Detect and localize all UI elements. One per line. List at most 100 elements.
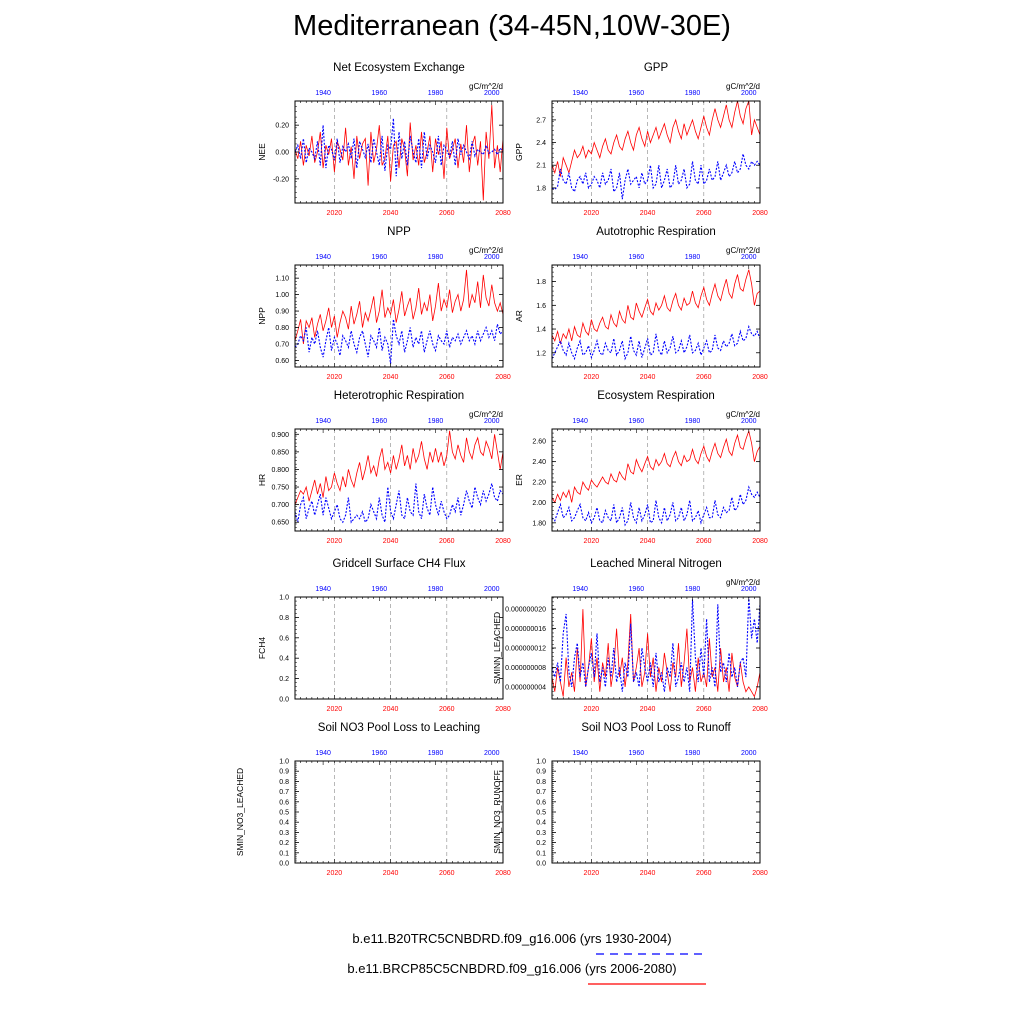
x-top-tick-label: 1980 (685, 254, 701, 261)
x-top-tick-label: 2000 (484, 750, 500, 757)
plot-frame (294, 760, 504, 864)
y-tick-label: 2.7 (536, 117, 546, 124)
panel-title: NPP (387, 226, 411, 238)
y-tick-label: 2.20 (532, 480, 546, 487)
x-bottom-tick-label: 2080 (752, 374, 768, 381)
y-tick-label: 0.1 (536, 850, 546, 857)
panel-title: Ecosystem Respiration (597, 390, 715, 402)
x-top-tick-label: 2000 (741, 418, 757, 425)
y-tick-label: 0.8 (279, 615, 289, 622)
x-top-tick-label: 1940 (315, 254, 331, 261)
x-bottom-tick-label: 2040 (640, 374, 656, 381)
series-line-2006-2080 (294, 430, 504, 505)
x-bottom-tick-label: 2040 (640, 870, 656, 877)
y-tick-label: 1.0 (279, 759, 289, 766)
y-tick-label: 0.8 (536, 779, 546, 786)
x-bottom-tick-label: 2080 (752, 210, 768, 217)
series-line-1930-2004 (294, 118, 504, 177)
x-bottom-tick-label: 2020 (327, 210, 343, 217)
panel-units: gC/m^2/d (726, 410, 760, 419)
x-top-tick-label: 1940 (315, 90, 331, 97)
panel-units: gC/m^2/d (726, 246, 760, 255)
plot-frame (551, 428, 761, 532)
figure-title: Mediterranean (34-45N,10W-30E) (293, 10, 731, 42)
y-tick-label: 0.800 (271, 467, 289, 474)
x-top-tick-label: 1980 (428, 586, 444, 593)
x-bottom-tick-label: 2020 (584, 538, 600, 545)
panel-title: Soil NO3 Pool Loss to Leaching (318, 722, 480, 734)
panel-title: GPP (644, 62, 669, 74)
y-tick-label: 0.900 (271, 432, 289, 439)
panel-units: gC/m^2/d (726, 82, 760, 91)
x-top-tick-label: 1940 (572, 418, 588, 425)
panel-9: Soil NO3 Pool Loss to Leaching 0.0 0.1 0.2 0… (235, 722, 511, 877)
y-tick-label: 1.8 (536, 279, 546, 286)
y-tick-label: 0.000000004 (505, 684, 546, 691)
y-tick-label: 0.3 (279, 830, 289, 837)
y-tick-label: 0.0 (279, 861, 289, 868)
x-top-tick-label: 1980 (428, 418, 444, 425)
plot-frame (294, 428, 504, 532)
x-top-tick-label: 1960 (629, 254, 645, 261)
y-tick-label: 0.5 (536, 810, 546, 817)
y-tick-label: 2.1 (536, 163, 546, 170)
y-tick-label: 2.40 (532, 459, 546, 466)
series-line-1930-2004 (551, 596, 761, 692)
x-bottom-tick-label: 2060 (439, 870, 455, 877)
panel-title: Autotrophic Respiration (596, 226, 716, 238)
panel-units: gC/m^2/d (469, 246, 503, 255)
x-top-tick-label: 1980 (685, 586, 701, 593)
y-axis-label: GPP (514, 143, 524, 161)
plot-frame (551, 760, 761, 864)
panel-title: Soil NO3 Pool Loss to Runoff (581, 722, 731, 734)
y-tick-label: 0.6 (279, 635, 289, 642)
x-bottom-tick-label: 2040 (640, 706, 656, 713)
panel-5: Heterotrophic Respiration gC/m^2/d 0.650 0.… (257, 390, 511, 545)
y-tick-label: 0.000000020 (505, 607, 546, 614)
x-top-tick-label: 1960 (372, 586, 388, 593)
x-bottom-tick-label: 2080 (752, 870, 768, 877)
x-top-tick-label: 1940 (572, 254, 588, 261)
y-tick-label: 0.6 (279, 799, 289, 806)
x-bottom-tick-label: 2060 (696, 210, 712, 217)
y-tick-label: 1.0 (279, 595, 289, 602)
x-top-tick-label: 2000 (741, 750, 757, 757)
panel-title: Net Ecosystem Exchange (333, 62, 465, 74)
x-bottom-tick-label: 2020 (327, 374, 343, 381)
y-axis-label: ER (514, 474, 524, 486)
x-top-tick-label: 1980 (685, 90, 701, 97)
x-bottom-tick-label: 2080 (752, 538, 768, 545)
x-top-tick-label: 1940 (315, 418, 331, 425)
y-tick-label: 0.80 (275, 325, 289, 332)
x-top-tick-label: 2000 (741, 586, 757, 593)
x-bottom-tick-label: 2040 (640, 538, 656, 545)
y-axis-label: SMINN_LEACHED (492, 612, 502, 684)
x-bottom-tick-label: 2020 (584, 706, 600, 713)
y-tick-label: 0.70 (275, 341, 289, 348)
y-tick-label: 0.000000012 (505, 646, 546, 653)
y-tick-label: 0.4 (279, 656, 289, 663)
panel-1: Net Ecosystem Exchange gC/m^2/d -0.20 0.00 0… (257, 62, 511, 217)
x-bottom-tick-label: 2040 (383, 538, 399, 545)
x-bottom-tick-label: 2060 (696, 374, 712, 381)
x-bottom-tick-label: 2060 (439, 538, 455, 545)
panel-title: Leached Mineral Nitrogen (590, 558, 722, 570)
panel-units: gC/m^2/d (469, 410, 503, 419)
y-tick-label: 0.750 (271, 485, 289, 492)
x-bottom-tick-label: 2020 (584, 210, 600, 217)
x-bottom-tick-label: 2040 (383, 374, 399, 381)
x-bottom-tick-label: 2080 (495, 538, 511, 545)
panel-6: Ecosystem Respiration gC/m^2/d 1.80 2.00 2.2… (514, 390, 768, 545)
y-tick-label: 0.8 (279, 779, 289, 786)
y-tick-label: 1.00 (275, 292, 289, 299)
y-tick-label: 1.2 (536, 350, 546, 357)
y-tick-label: 0.00 (275, 150, 289, 157)
y-tick-label: 0.000000016 (505, 626, 546, 633)
y-axis-label: SMIN_NO3_LEACHED (235, 768, 245, 856)
y-tick-label: 0.2 (279, 676, 289, 683)
legend-label-historical: b.e11.B20TRC5CNBDRD.f09_g16.006 (yrs 193… (352, 931, 672, 946)
series-line-1930-2004 (294, 483, 504, 524)
x-bottom-tick-label: 2020 (327, 706, 343, 713)
